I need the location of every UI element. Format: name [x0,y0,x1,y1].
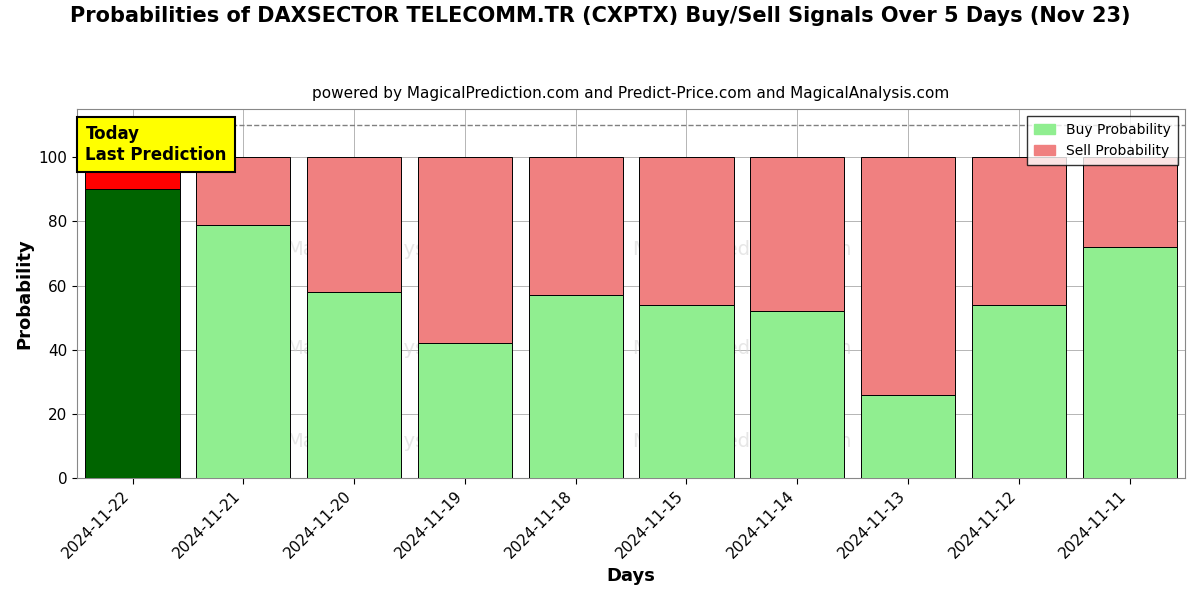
Bar [418,343,512,478]
Bar [972,157,1066,305]
Title: powered by MagicalPrediction.com and Predict-Price.com and MagicalAnalysis.com: powered by MagicalPrediction.com and Pre… [312,86,949,101]
Bar [860,395,955,478]
Bar [85,157,180,190]
Text: MagicalPrediction.com: MagicalPrediction.com [632,432,852,451]
Bar [85,190,180,478]
Text: MagicalAnalysis.com: MagicalAnalysis.com [286,432,488,451]
Bar [1082,247,1177,478]
Bar [750,311,845,478]
Bar [860,157,955,395]
Text: Probabilities of DAXSECTOR TELECOMM.TR (CXPTX) Buy/Sell Signals Over 5 Days (Nov: Probabilities of DAXSECTOR TELECOMM.TR (… [70,6,1130,26]
Text: MagicalAnalysis.com: MagicalAnalysis.com [286,240,488,259]
Bar [529,295,623,478]
Bar [197,224,290,478]
X-axis label: Days: Days [607,567,655,585]
Bar [640,305,733,478]
Bar [307,157,401,292]
Bar [750,157,845,311]
Bar [418,157,512,343]
Text: MagicalPrediction.com: MagicalPrediction.com [632,340,852,358]
Bar [640,157,733,305]
Text: Today
Last Prediction: Today Last Prediction [85,125,227,164]
Text: MagicalAnalysis.com: MagicalAnalysis.com [286,340,488,358]
Bar [197,157,290,224]
Bar [307,292,401,478]
Bar [1082,157,1177,247]
Bar [972,305,1066,478]
Bar [529,157,623,295]
Legend: Buy Probability, Sell Probability: Buy Probability, Sell Probability [1027,116,1178,165]
Y-axis label: Probability: Probability [14,238,32,349]
Text: MagicalPrediction.com: MagicalPrediction.com [632,240,852,259]
